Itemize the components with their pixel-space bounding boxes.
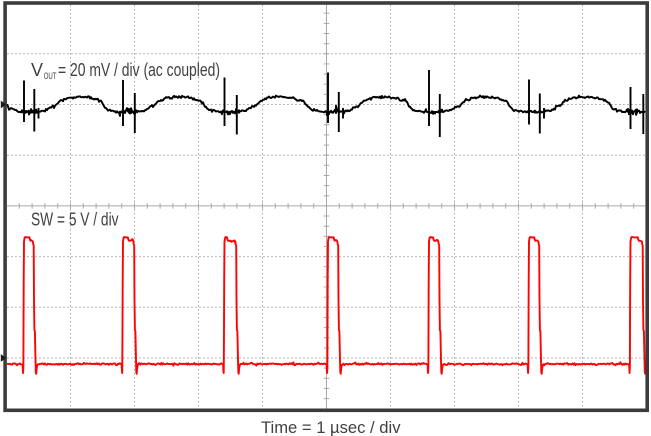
svg-text:Time = 1 µsec / div: Time = 1 µsec / div [261, 419, 401, 436]
svg-text:= 20 mV / div (ac coupled): = 20 mV / div (ac coupled) [58, 60, 220, 80]
svg-text:V: V [31, 60, 43, 80]
svg-text:OUT: OUT [44, 71, 57, 81]
svg-text:SW = 5 V / div: SW = 5 V / div [31, 210, 119, 230]
